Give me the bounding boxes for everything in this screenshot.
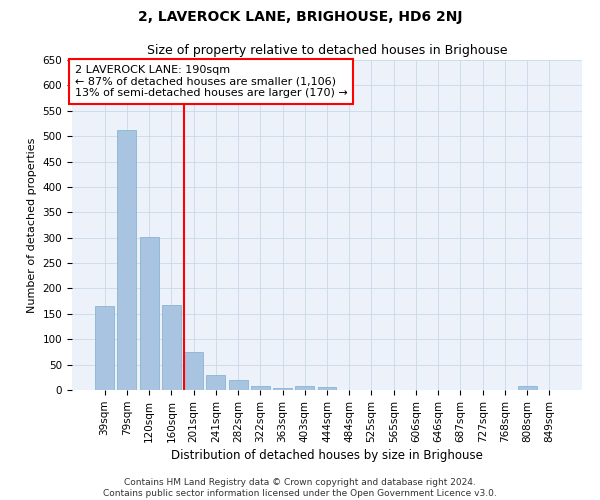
Bar [162, 304, 181, 390]
X-axis label: Distribution of detached houses by size in Brighouse: Distribution of detached houses by size … [171, 449, 483, 462]
Bar [206, 375, 225, 390]
Bar [518, 386, 536, 390]
Title: Size of property relative to detached houses in Brighouse: Size of property relative to detached ho… [147, 44, 507, 58]
Text: 2 LAVEROCK LANE: 190sqm
← 87% of detached houses are smaller (1,106)
13% of semi: 2 LAVEROCK LANE: 190sqm ← 87% of detache… [74, 65, 347, 98]
Y-axis label: Number of detached properties: Number of detached properties [27, 138, 37, 312]
Bar [95, 306, 114, 390]
Bar [229, 380, 248, 390]
Bar [118, 130, 136, 390]
Bar [273, 388, 292, 390]
Bar [295, 386, 314, 390]
Bar [140, 236, 158, 390]
Text: 2, LAVEROCK LANE, BRIGHOUSE, HD6 2NJ: 2, LAVEROCK LANE, BRIGHOUSE, HD6 2NJ [138, 10, 462, 24]
Text: Contains HM Land Registry data © Crown copyright and database right 2024.
Contai: Contains HM Land Registry data © Crown c… [103, 478, 497, 498]
Bar [251, 386, 270, 390]
Bar [184, 352, 203, 390]
Bar [317, 388, 337, 390]
